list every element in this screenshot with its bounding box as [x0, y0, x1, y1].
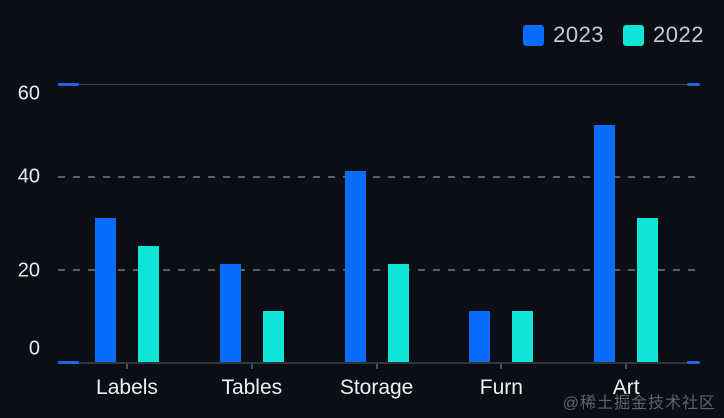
x-axis-tick-labels: [126, 364, 128, 369]
bar-2023-labels[interactable]: [95, 218, 116, 362]
x-axis-label-storage: Storage: [339, 376, 414, 399]
x-axis-line: [58, 361, 700, 364]
bar-2022-tables[interactable]: [262, 311, 284, 362]
legend-label-2023: 2023: [553, 22, 605, 47]
plot-area: Labels Tables Storage Furn Art: [58, 83, 700, 399]
x-axis-label-furn: Furn: [479, 376, 523, 399]
bar-2022-furn[interactable]: [512, 311, 534, 362]
top-rule-left-cap: [58, 83, 79, 86]
top-rule-right-cap: [687, 83, 700, 86]
gridline-20: [58, 269, 700, 271]
bar-2023-art[interactable]: [594, 125, 616, 362]
x-axis-tick-tables: [250, 364, 253, 369]
bar-2022-storage[interactable]: [387, 264, 409, 362]
chart-legend: 2023 2022: [523, 22, 704, 48]
x-axis-label-tables: Tables: [221, 376, 283, 399]
bar-2022-art[interactable]: [637, 218, 659, 362]
x-axis-label-labels: Labels: [96, 376, 158, 399]
legend-item-2023[interactable]: 2023: [523, 22, 604, 48]
x-axis-tick-art: [625, 364, 628, 369]
top-rule-60: [58, 83, 700, 86]
x-axis-label-art: Art: [612, 376, 640, 399]
x-axis-right-cap: [687, 361, 700, 364]
x-axis-left-cap: [58, 361, 79, 364]
x-axis-tick-furn: [500, 364, 503, 369]
legend-swatch-2023-icon: [523, 24, 545, 46]
bar-2023-furn[interactable]: [469, 311, 491, 362]
gridline-40: [58, 176, 700, 178]
y-axis-label-0: 0: [28, 337, 40, 360]
y-axis-label-20: 20: [17, 259, 40, 282]
legend-label-2022: 2022: [653, 22, 704, 47]
watermark: @稀土掘金技术社区: [562, 395, 716, 412]
legend-item-2022[interactable]: 2022: [623, 22, 704, 48]
legend-swatch-2022-icon: [623, 24, 645, 46]
x-axis-tick-storage: [375, 364, 378, 369]
y-axis-label-40: 40: [17, 165, 40, 188]
y-axis-label-60: 60: [17, 82, 40, 105]
bar-2022-labels[interactable]: [138, 246, 159, 362]
bar-2023-storage[interactable]: [344, 171, 366, 362]
bar-2023-tables[interactable]: [219, 264, 241, 362]
